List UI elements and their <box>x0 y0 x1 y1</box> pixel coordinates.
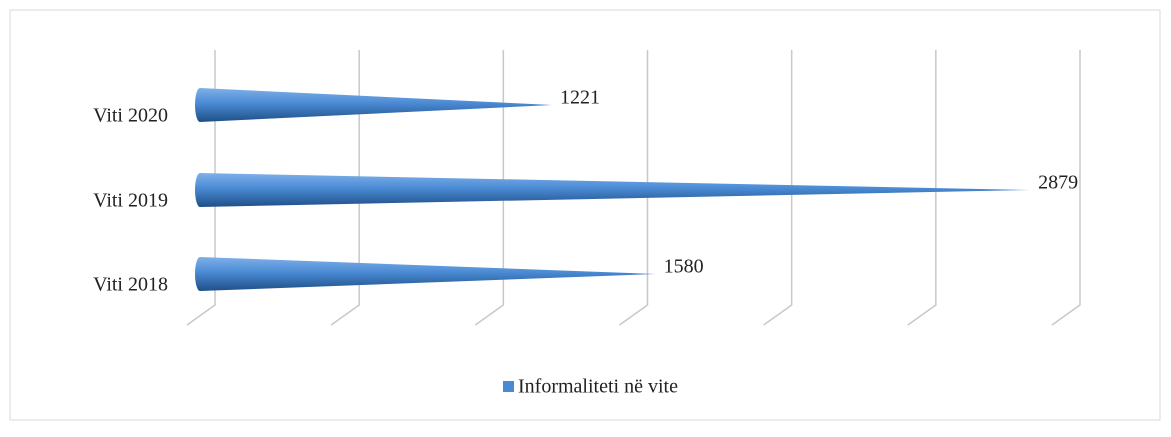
grid-line <box>763 50 793 326</box>
bar <box>195 257 656 291</box>
y-tick-label: Viti 2020 <box>93 105 168 127</box>
data-label: 1580 <box>664 256 704 278</box>
chart-border <box>9 9 1161 421</box>
bar <box>195 173 1031 207</box>
bar <box>195 88 553 122</box>
grid-line <box>330 50 360 326</box>
grid <box>186 50 1081 326</box>
legend-label: Informaliteti në vite <box>518 376 678 398</box>
bars: 1580 2879 1221 <box>195 87 1078 291</box>
grid-line <box>907 50 937 326</box>
grid-line <box>619 50 649 326</box>
y-tick-label: Viti 2018 <box>93 274 168 296</box>
legend-swatch <box>503 381 514 392</box>
grid-line <box>1051 50 1081 326</box>
data-label: 2879 <box>1038 172 1078 194</box>
data-label: 1221 <box>560 87 600 109</box>
grid-line <box>474 50 505 326</box>
y-tick-label: Viti 2019 <box>93 190 168 212</box>
grid-line <box>186 50 216 326</box>
